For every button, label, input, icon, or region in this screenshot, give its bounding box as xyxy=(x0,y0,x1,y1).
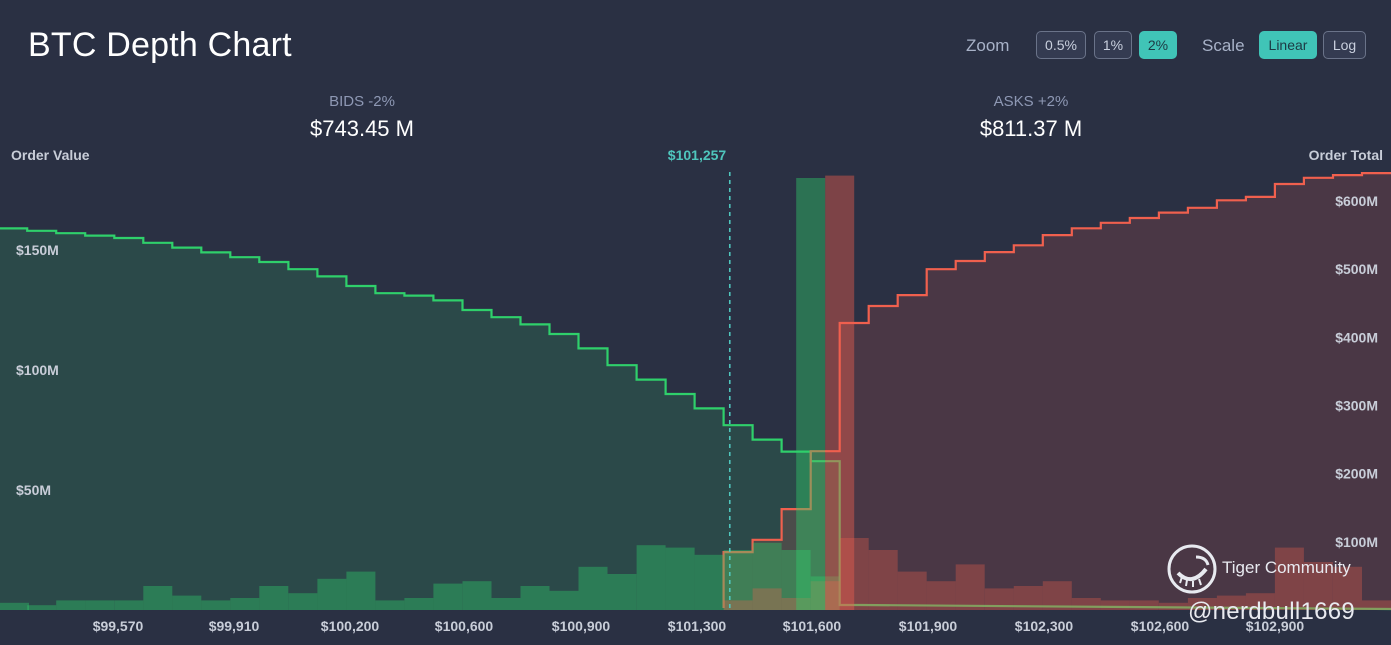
ask-order-bar xyxy=(1187,598,1217,610)
bid-order-bar xyxy=(27,605,57,610)
bid-order-bar xyxy=(781,550,811,610)
asks-depth-line xyxy=(722,172,1391,608)
bid-order-bar xyxy=(0,602,29,610)
ask-order-bar xyxy=(1042,581,1072,610)
bid-order-bar xyxy=(201,600,231,610)
zoom-option-1-button[interactable]: 1% xyxy=(1094,31,1132,59)
x-axis-tick-label: $99,570 xyxy=(93,618,144,634)
bid-order-bar xyxy=(752,542,782,610)
mid-price-label: $101,257 xyxy=(667,147,727,163)
ask-order-bar xyxy=(984,588,1014,610)
bid-order-bar xyxy=(230,598,260,610)
x-axis-tick-label: $101,300 xyxy=(668,618,727,634)
bid-order-bar xyxy=(143,586,173,610)
x-axis-tick-label: $101,900 xyxy=(899,618,958,634)
ask-order-bar xyxy=(1333,566,1362,610)
bid-order-bar xyxy=(56,600,86,610)
right-axis-title: Order Total xyxy=(1308,147,1383,163)
right-axis-tick-label: $500M xyxy=(1335,261,1378,277)
ask-order-bar xyxy=(897,571,927,610)
zoom-option-2-button[interactable]: 2% xyxy=(1139,31,1177,59)
bids-depth-area xyxy=(0,228,840,610)
ask-order-bar xyxy=(1216,595,1246,610)
scale-linear-button[interactable]: Linear xyxy=(1259,31,1317,59)
ask-order-bar xyxy=(1245,593,1275,610)
bid-order-bar xyxy=(723,550,753,610)
bid-order-bar xyxy=(317,578,347,610)
scale-label: Scale xyxy=(1202,36,1245,55)
ask-order-bar xyxy=(781,598,811,610)
bid-order-bar xyxy=(520,586,550,610)
ask-order-bar xyxy=(1362,600,1391,610)
x-axis-tick-label: $102,900 xyxy=(1246,618,1305,634)
x-axis-tick-label: $102,300 xyxy=(1015,618,1074,634)
right-axis-tick-label: $200M xyxy=(1335,466,1378,482)
x-axis-tick-label: $102,600 xyxy=(1131,618,1190,634)
bid-order-bar xyxy=(85,600,115,610)
ask-order-bar xyxy=(1158,602,1188,610)
bid-order-bar xyxy=(433,583,463,610)
ask-order-bar xyxy=(1274,547,1304,610)
bid-order-bar xyxy=(404,598,434,610)
x-axis-tick-label: $99,910 xyxy=(209,618,260,634)
ask-order-bar xyxy=(1013,586,1043,610)
ask-order-bar xyxy=(839,538,869,610)
bid-order-bar xyxy=(491,598,521,610)
tiger-logo-icon xyxy=(1167,544,1217,594)
page-title: BTC Depth Chart xyxy=(28,26,292,64)
zoom-label: Zoom xyxy=(966,36,1010,55)
x-axis-tick-label: $101,600 xyxy=(783,618,842,634)
bids-summary-label: BIDS -2% xyxy=(329,93,395,110)
left-axis-title: Order Value xyxy=(11,147,90,163)
bid-order-bar xyxy=(114,600,144,610)
x-axis-tick-label: $100,600 xyxy=(435,618,494,634)
ask-order-bar xyxy=(1071,598,1101,610)
ask-order-bar xyxy=(955,564,985,610)
bid-order-bar xyxy=(665,547,695,610)
right-axis-tick-label: $300M xyxy=(1335,398,1378,414)
left-axis-tick-label: $50M xyxy=(16,482,51,498)
ask-order-bar xyxy=(810,581,840,610)
left-axis-tick-label: $150M xyxy=(16,242,59,258)
right-axis-tick-label: $400M xyxy=(1335,329,1378,345)
watermark-handle: @nerdbull1669 xyxy=(1188,598,1356,625)
ask-order-bar xyxy=(752,588,782,610)
asks-summary-label: ASKS +2% xyxy=(993,93,1069,110)
bid-order-bar xyxy=(549,590,579,610)
asks-depth-area xyxy=(723,173,1391,610)
ask-order-bar xyxy=(868,550,898,610)
bid-order-bar xyxy=(607,574,637,610)
ask-order-bar xyxy=(1100,600,1130,610)
bid-large-order-bar xyxy=(796,178,826,610)
ask-order-bar xyxy=(926,581,956,610)
ask-order-bar xyxy=(723,600,753,610)
watermark-brand: Tiger Community xyxy=(1222,558,1351,577)
bid-order-bar xyxy=(694,554,724,610)
right-axis-tick-label: $100M xyxy=(1335,534,1378,550)
bid-order-bar xyxy=(462,581,492,610)
x-axis-tick-label: $100,900 xyxy=(552,618,611,634)
ask-large-order-bar xyxy=(825,175,855,610)
ask-order-bar xyxy=(1129,600,1159,610)
bid-order-bar xyxy=(259,586,289,610)
bid-order-bar xyxy=(346,571,376,610)
bid-order-bar xyxy=(578,566,608,610)
x-axis-tick-label: $100,200 xyxy=(321,618,380,634)
bid-order-bar xyxy=(375,600,405,610)
scale-log-button[interactable]: Log xyxy=(1323,31,1366,59)
bid-order-bar xyxy=(810,576,840,610)
bid-order-bar xyxy=(288,593,318,610)
bid-order-bar xyxy=(172,595,202,610)
asks-summary-value: $811.37 M xyxy=(979,116,1083,141)
zoom-option-0-5-button[interactable]: 0.5% xyxy=(1036,31,1086,59)
bids-summary-value: $743.45 M xyxy=(310,116,414,141)
ask-order-bar xyxy=(1303,562,1333,610)
bids-depth-line xyxy=(0,227,1391,611)
right-axis-tick-label: $600M xyxy=(1335,193,1378,209)
left-axis-tick-label: $100M xyxy=(16,362,59,378)
bid-order-bar xyxy=(636,545,666,610)
